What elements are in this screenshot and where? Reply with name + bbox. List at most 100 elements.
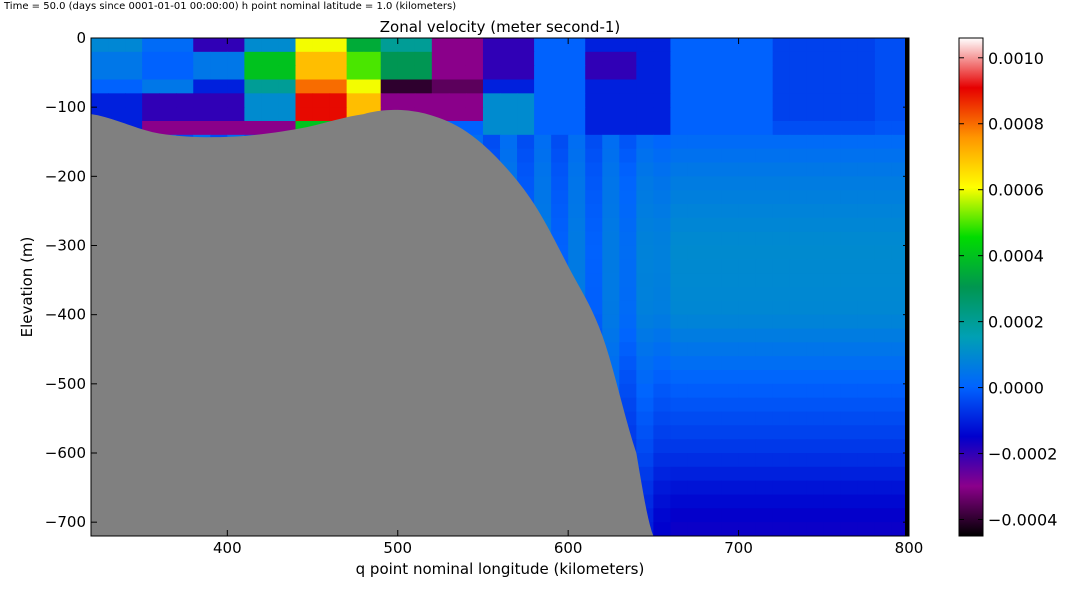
heatmap-cell: [619, 300, 637, 316]
heatmap-cell: [636, 148, 654, 164]
heatmap-cell: [602, 176, 620, 191]
heatmap-cell: [636, 425, 654, 440]
heatmap-cell: [857, 287, 876, 302]
heatmap-cell: [397, 93, 416, 108]
heatmap-cell: [874, 38, 893, 53]
heatmap-cell: [636, 134, 654, 150]
heatmap-cell: [891, 176, 909, 191]
heatmap-cell: [823, 259, 842, 274]
heatmap-cell: [704, 107, 723, 122]
heatmap-cell: [636, 259, 654, 274]
heatmap-cell: [772, 287, 791, 302]
heatmap-cell: [704, 370, 723, 385]
heatmap-cell: [806, 383, 825, 399]
heatmap-cell: [721, 93, 740, 108]
heatmap-cell: [857, 300, 876, 316]
heatmap-cell: [891, 231, 909, 247]
heatmap-cell: [772, 480, 791, 496]
heatmap-cell: [857, 370, 876, 385]
heatmap-cell: [772, 508, 791, 523]
heatmap-cell: [619, 93, 637, 108]
heatmap-cell: [840, 342, 859, 357]
heatmap-cell: [789, 162, 808, 177]
heatmap-cell: [125, 79, 143, 94]
heatmap-cell: [857, 176, 876, 191]
heatmap-cell: [840, 38, 859, 53]
heatmap-cell: [857, 93, 876, 108]
heatmap-cell: [874, 273, 893, 288]
heatmap-cell: [159, 65, 177, 81]
heatmap-cell: [755, 176, 774, 191]
heatmap-cell: [653, 494, 672, 509]
colorbar-tick-label: 0.0002: [988, 313, 1044, 332]
heatmap-cell: [159, 107, 177, 122]
heatmap-cell: [789, 411, 808, 426]
x-tick-label: 500: [383, 539, 412, 557]
heatmap-cell: [295, 79, 314, 94]
heatmap-cell: [874, 480, 893, 496]
heatmap-cell: [823, 148, 842, 164]
heatmap-cell: [295, 107, 314, 122]
heatmap-cell: [176, 107, 194, 122]
heatmap-cell: [482, 79, 501, 94]
heatmap-cell: [568, 245, 586, 260]
heatmap-cell: [772, 176, 791, 191]
heatmap-cell: [653, 38, 672, 53]
heatmap-cell: [602, 314, 620, 330]
heatmap-cell: [91, 93, 109, 108]
heatmap-cell: [721, 522, 740, 536]
right-edge-band: [905, 38, 909, 536]
heatmap-cell: [227, 51, 245, 67]
heatmap-cell: [755, 453, 774, 468]
heatmap-cell: [704, 134, 723, 150]
heatmap-cell: [517, 79, 535, 94]
heatmap-cell: [755, 190, 774, 205]
heatmap-cell: [806, 65, 825, 81]
heatmap-cell: [568, 38, 586, 53]
heatmap-cell: [755, 273, 774, 288]
heatmap-cell: [738, 65, 757, 81]
heatmap-cell: [568, 121, 586, 136]
heatmap-cell: [465, 121, 484, 136]
heatmap-cell: [840, 370, 859, 385]
heatmap-cell: [602, 79, 620, 94]
heatmap-cell: [704, 300, 723, 316]
heatmap-cell: [874, 356, 893, 371]
heatmap-cell: [585, 93, 603, 108]
heatmap-cell: [806, 190, 825, 205]
heatmap-cell: [687, 217, 706, 233]
heatmap-cell: [857, 439, 876, 454]
heatmap-cell: [806, 425, 825, 440]
heatmap-cell: [721, 328, 740, 343]
heatmap-cell: [619, 38, 637, 53]
heatmap-cell: [602, 121, 620, 136]
heatmap-cell: [755, 508, 774, 523]
heatmap-cell: [278, 93, 297, 108]
heatmap-cell: [568, 51, 586, 67]
heatmap-cell: [227, 93, 245, 108]
heatmap-cell: [414, 51, 433, 67]
heatmap-cell: [670, 190, 689, 205]
heatmap-cell: [806, 245, 825, 260]
heatmap-cell: [755, 65, 774, 81]
heatmap-cell: [738, 439, 757, 454]
heatmap-cell: [772, 370, 791, 385]
heatmap-cell: [653, 134, 672, 150]
heatmap-cell: [840, 439, 859, 454]
heatmap-cell: [755, 38, 774, 53]
heatmap-cell: [500, 121, 518, 136]
heatmap-cell: [755, 466, 774, 482]
heatmap-cell: [261, 79, 280, 94]
heatmap-cell: [636, 204, 654, 219]
heatmap-cell: [738, 356, 757, 371]
heatmap-cell: [142, 65, 160, 81]
heatmap-cell: [704, 342, 723, 357]
heatmap-cell: [670, 314, 689, 330]
heatmap-cell: [891, 383, 909, 399]
heatmap-cell: [874, 397, 893, 413]
heatmap-cell: [636, 176, 654, 191]
heatmap-cell: [755, 162, 774, 177]
colorbar-tick-label: 0.0004: [988, 247, 1044, 266]
heatmap-cell: [874, 314, 893, 330]
